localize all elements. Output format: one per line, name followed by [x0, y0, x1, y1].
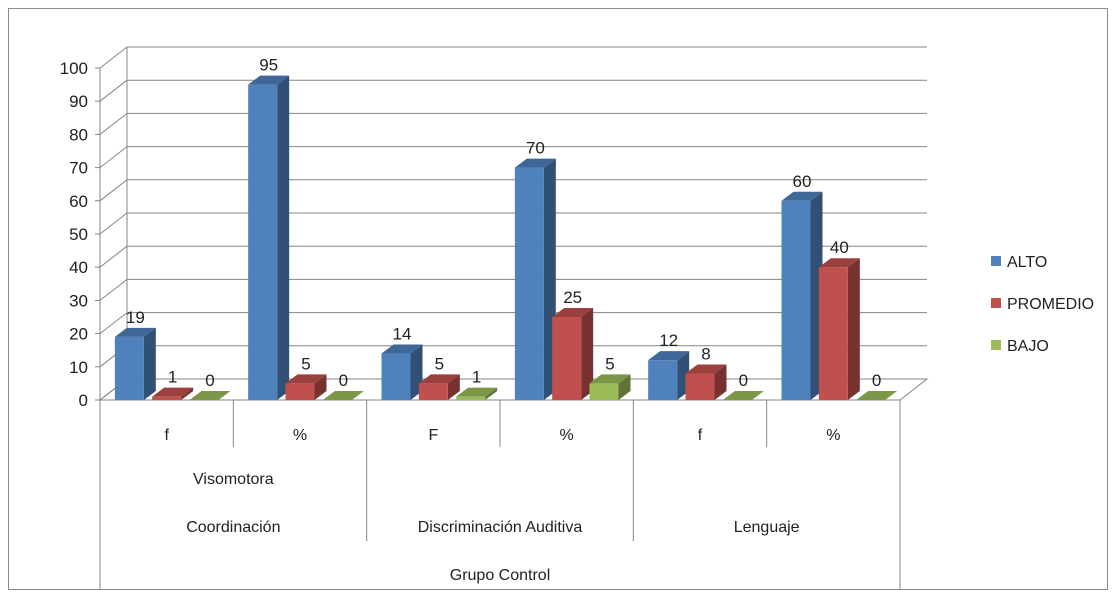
gridline-depth [99, 146, 128, 168]
bar-alto [248, 84, 278, 400]
bar-top [818, 258, 860, 268]
bar-top [685, 364, 727, 374]
gridline-depth [99, 279, 128, 301]
gridline-depth [99, 212, 128, 235]
bar-top [189, 391, 231, 400]
data-label: 0 [339, 371, 348, 390]
data-label: 1 [168, 368, 177, 387]
data-label: 8 [701, 344, 710, 363]
bar-alto [781, 200, 811, 400]
bar-top [248, 75, 290, 85]
gridline-depth [99, 312, 128, 334]
data-label: 5 [301, 354, 310, 373]
y-tick-label: 40 [69, 258, 88, 277]
bar-alto [648, 360, 678, 400]
bar-side [314, 374, 327, 400]
data-label: 40 [830, 238, 849, 257]
gridline-depth [99, 46, 128, 69]
y-tick-label: 30 [69, 291, 88, 310]
bar-top [285, 374, 327, 384]
bar-side [618, 374, 631, 400]
category-label: % [293, 427, 307, 444]
bar-side [847, 258, 860, 400]
bar-side [485, 387, 498, 400]
data-label: 70 [526, 139, 545, 158]
category-label: f [698, 427, 703, 444]
bar-top [152, 387, 194, 397]
bar-bajo [456, 396, 486, 400]
bar-promedio [418, 383, 448, 400]
data-label: 25 [563, 288, 582, 307]
bar-promedio [685, 373, 715, 400]
legend-label: PROMEDIO [1007, 296, 1094, 313]
bar-alto [114, 336, 144, 400]
category-supergroup-label: Grupo Control [450, 567, 551, 584]
bar-top [648, 351, 690, 361]
bar-top [589, 374, 631, 384]
data-label: 19 [126, 308, 145, 327]
bar-top [781, 191, 823, 201]
data-label: 1 [472, 368, 481, 387]
bar-side [714, 364, 727, 400]
legend-label: BAJO [1007, 338, 1049, 355]
y-tick-label: 50 [69, 225, 88, 244]
bar-top [381, 344, 423, 354]
gridline-depth [99, 179, 128, 202]
y-tick-label: 60 [69, 192, 88, 211]
bar-side [181, 387, 194, 400]
bar-side [277, 75, 290, 400]
chart-frame [8, 8, 1108, 590]
y-tick-label: 70 [69, 159, 88, 178]
y-tick-label: 20 [69, 325, 88, 344]
data-label: 12 [659, 331, 678, 350]
category-group-label: Coordinación [186, 519, 280, 536]
bar-top [552, 308, 594, 317]
bar-alto [381, 353, 411, 400]
category-label: f [164, 427, 169, 444]
gridline-depth [99, 245, 128, 268]
bar-promedio [818, 267, 848, 400]
data-label: 5 [435, 354, 444, 373]
category-group-label: Lenguaje [734, 519, 800, 536]
y-tick-label: 0 [79, 391, 88, 410]
data-label: 0 [872, 371, 881, 390]
legend-swatch [991, 340, 1001, 350]
legend-swatch [991, 298, 1001, 308]
data-label: 5 [605, 354, 614, 373]
legend-swatch [991, 256, 1001, 266]
bar-side [447, 374, 460, 400]
gridline-depth [99, 79, 128, 102]
y-tick-label: 10 [69, 358, 88, 377]
bar-top [722, 391, 764, 400]
bar-side [143, 327, 156, 400]
bar-alto [514, 167, 544, 400]
data-label: 0 [739, 371, 748, 390]
bar-promedio [152, 396, 182, 400]
category-label: % [560, 427, 574, 444]
data-label: 60 [793, 172, 812, 191]
category-group-sublabel: Visomotora [193, 471, 274, 488]
bar-top [114, 327, 156, 337]
bar-bajo [589, 383, 619, 400]
bar-top [856, 391, 898, 400]
bar-top [456, 387, 498, 397]
data-label: 14 [393, 325, 412, 344]
bar-promedio [285, 383, 315, 400]
bar-top [514, 158, 556, 168]
category-group-label: Discriminación Auditiva [418, 519, 583, 536]
gridline-depth [99, 113, 128, 135]
category-label: % [826, 427, 840, 444]
bar-side [581, 308, 594, 400]
y-tick-label: 90 [69, 92, 88, 111]
legend-label: ALTO [1007, 254, 1047, 271]
data-label: 95 [259, 56, 278, 75]
y-tick-label: 80 [69, 125, 88, 144]
category-label: F [428, 427, 438, 444]
bar-top [322, 391, 364, 400]
y-tick-label: 100 [60, 59, 88, 78]
bar-promedio [552, 317, 582, 400]
data-label: 0 [205, 371, 214, 390]
bar-top [418, 374, 460, 384]
